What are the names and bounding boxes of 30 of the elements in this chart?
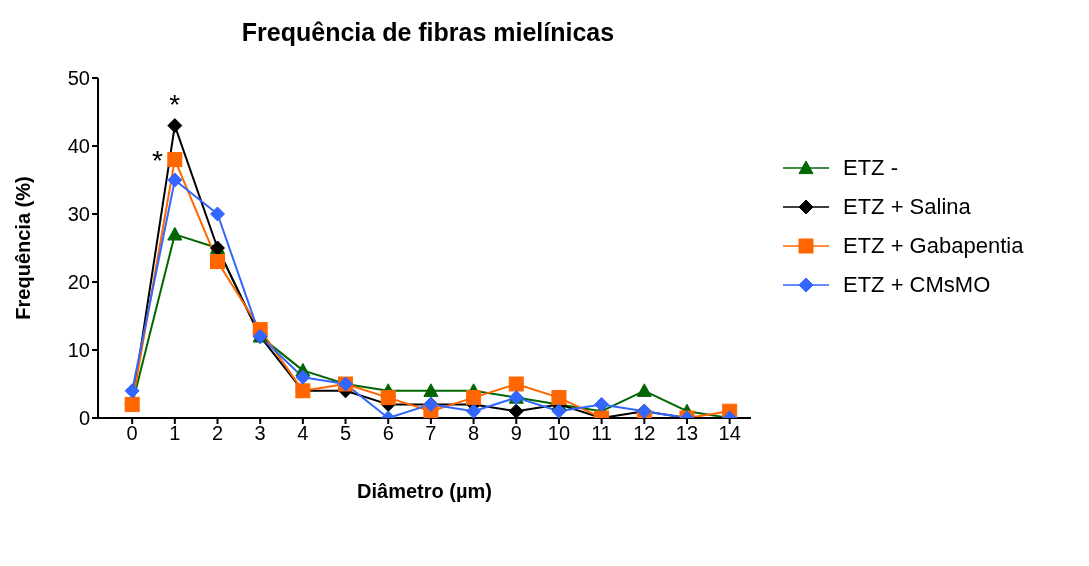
x-tick-label: 6: [382, 422, 394, 445]
x-tick-label: 9: [510, 422, 522, 445]
y-tick-label: 30: [67, 203, 90, 226]
x-tick-label: 4: [297, 422, 309, 445]
y-tick-label: 20: [67, 271, 90, 294]
y-tick-label: 50: [67, 67, 90, 90]
legend-label: ETZ -: [843, 154, 898, 181]
legend-label: ETZ + CMsMO: [843, 271, 991, 298]
x-tick-label: 0: [126, 422, 138, 445]
x-axis-title: Diâmetro (µm): [357, 480, 492, 502]
y-tick-label: 0: [78, 407, 90, 430]
x-tick-label: 13: [675, 422, 699, 445]
x-tick-label: 5: [339, 422, 352, 445]
x-tick-label: 7: [425, 422, 437, 445]
y-tick-label: 40: [67, 135, 90, 158]
x-tick-label: 12: [633, 422, 656, 445]
x-tick-label: 11: [591, 422, 612, 445]
x-tick-label: 8: [468, 422, 480, 445]
x-tick-label: 10: [547, 422, 571, 445]
y-axis-title: Frequência (%): [12, 176, 35, 320]
y-tick-label: 10: [67, 339, 90, 362]
annotation: *: [151, 144, 163, 176]
x-tick-label: 2: [211, 422, 224, 445]
x-tick-label: 14: [718, 422, 741, 445]
chart-title: Frequência de fibras mielínicas: [240, 18, 616, 47]
x-tick-label: 3: [254, 422, 266, 445]
annotation: *: [169, 88, 181, 120]
legend-label: ETZ + Gabapentia: [843, 232, 1024, 259]
x-tick-label: 1: [169, 422, 181, 445]
legend-label: ETZ + Salina: [843, 193, 971, 220]
